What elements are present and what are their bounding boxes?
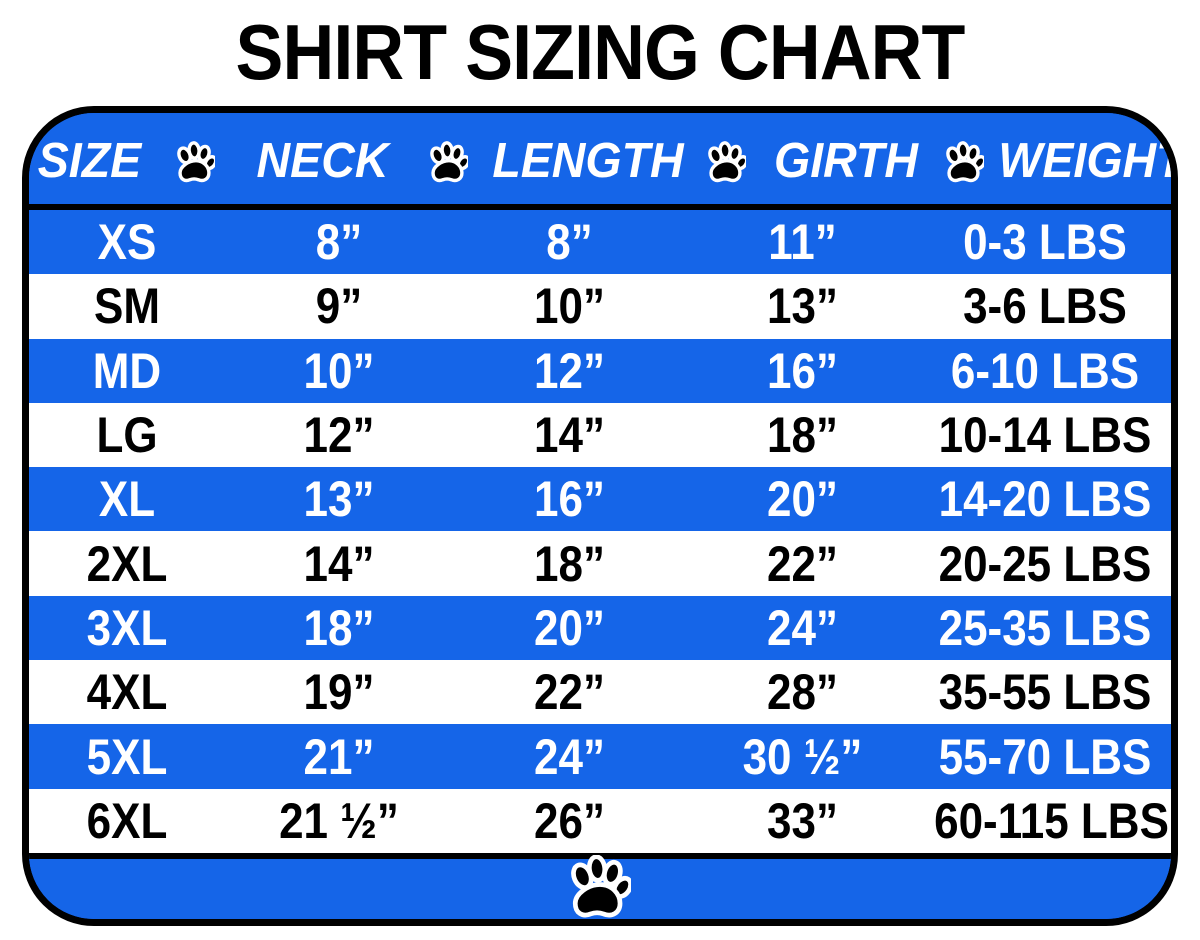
cell-size: 4XL (86, 664, 168, 721)
table-header-inner: SIZE NECK (29, 133, 1178, 188)
table-row: MD 10” 12” 16” 6-10 LBS (29, 338, 1171, 403)
cell-neck: 21” (303, 728, 375, 785)
cell-girth: 22” (767, 535, 838, 592)
cell-weight: 0-3 LBS (963, 214, 1127, 271)
cell-neck: 10” (303, 342, 375, 399)
table-row: 6XL 21 ½” 26” 33” 60-115 LBS (29, 788, 1171, 853)
cell-weight: 25-35 LBS (938, 599, 1152, 656)
cell-weight: 20-25 LBS (938, 535, 1152, 592)
cell-size: MD (92, 342, 162, 399)
cell-neck: 8” (315, 214, 363, 271)
table-row: LG 12” 14” 18” 10-14 LBS (29, 402, 1171, 468)
cell-girth: 18” (767, 407, 838, 464)
cell-neck: 19” (303, 664, 375, 721)
column-header-neck: NECK (256, 133, 388, 188)
cell-girth: 30 ½” (742, 728, 863, 785)
cell-girth: 13” (767, 278, 838, 335)
cell-size: 3XL (86, 599, 168, 656)
table-row: 5XL 21” 24” 30 ½” 55-70 LBS (29, 724, 1171, 789)
cell-size: 6XL (86, 792, 168, 849)
cell-neck: 21 ½” (279, 792, 399, 849)
cell-weight: 3-6 LBS (963, 278, 1127, 335)
paw-print-icon (429, 140, 470, 185)
cell-weight: 35-55 LBS (938, 664, 1152, 721)
cell-length: 18” (534, 535, 605, 592)
column-header-girth: GIRTH (773, 133, 918, 188)
sizing-chart-card: SIZE NECK (22, 106, 1178, 926)
cell-weight: 6-10 LBS (950, 342, 1140, 399)
cell-girth: 16” (767, 342, 838, 399)
cell-length: 24” (534, 728, 605, 785)
cell-weight: 55-70 LBS (938, 728, 1152, 785)
table-row: SM 9” 10” 13” 3-6 LBS (29, 274, 1171, 339)
cell-weight: 10-14 LBS (938, 407, 1152, 464)
table-row: XS 8” 8” 11” 0-3 LBS (29, 210, 1171, 275)
footer-strip (29, 853, 1171, 919)
cell-size: 2XL (86, 535, 168, 592)
table-row: 3XL 18” 20” 24” 25-35 LBS (29, 595, 1171, 661)
cell-weight: 14-20 LBS (938, 471, 1152, 528)
table-row: XL 13” 16” 20” 14-20 LBS (29, 467, 1171, 532)
cell-neck: 12” (303, 407, 375, 464)
cell-girth: 11” (768, 214, 837, 271)
table-row: 2XL 14” 18” 22” 20-25 LBS (29, 531, 1171, 596)
cell-neck: 14” (303, 535, 375, 592)
cell-size: LG (96, 407, 158, 464)
cell-girth: 24” (767, 599, 838, 656)
cell-length: 14” (534, 407, 605, 464)
cell-size: 5XL (86, 728, 168, 785)
paw-print-icon (945, 140, 986, 185)
cell-girth: 20” (767, 471, 838, 528)
cell-length: 20” (534, 599, 605, 656)
paw-print-icon (707, 140, 748, 185)
cell-size: XS (97, 214, 157, 271)
cell-girth: 28” (767, 664, 838, 721)
cell-length: 10” (534, 278, 605, 335)
column-header-length: LENGTH (491, 133, 684, 188)
column-header-weight: WEIGHT (997, 133, 1178, 188)
cell-girth: 33” (767, 792, 838, 849)
table-row: 4XL 19” 22” 28” 35-55 LBS (29, 660, 1171, 725)
cell-weight: 60-115 LBS (934, 792, 1169, 849)
cell-length: 12” (534, 342, 605, 399)
column-header-size: SIZE (37, 133, 141, 188)
cell-neck: 9” (315, 278, 363, 335)
paw-print-icon (569, 854, 633, 919)
cell-size: XL (98, 471, 156, 528)
cell-length: 16” (534, 471, 605, 528)
table-header-row: SIZE NECK (29, 113, 1171, 210)
cell-length: 26” (534, 792, 605, 849)
table-body: XS 8” 8” 11” 0-3 LBS SM 9” 10” 13” 3-6 L… (29, 210, 1171, 853)
cell-length: 22” (534, 664, 605, 721)
cell-neck: 18” (303, 599, 375, 656)
cell-neck: 13” (303, 471, 375, 528)
cell-size: SM (94, 278, 160, 335)
page-title: SHIRT SIZING CHART (235, 8, 966, 96)
cell-length: 8” (546, 214, 593, 271)
paw-print-icon (176, 140, 217, 185)
